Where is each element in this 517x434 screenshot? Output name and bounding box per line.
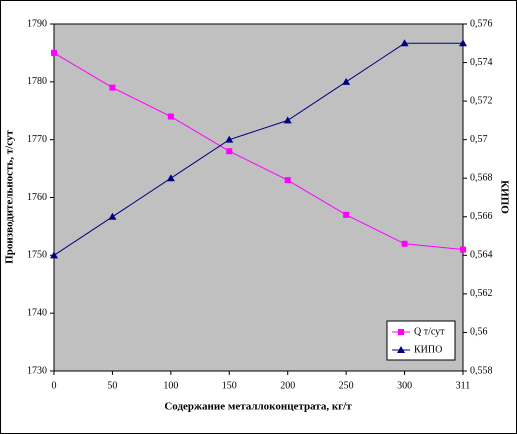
y2-tick-label: 0,576 <box>470 18 493 29</box>
x-tick-label: 100 <box>163 380 178 391</box>
x-tick-label: 0 <box>52 380 57 391</box>
y2-tick-label: 0,564 <box>470 250 493 261</box>
legend-marker <box>397 346 405 353</box>
y2-tick-label: 0,572 <box>470 95 493 106</box>
data-point <box>343 211 350 218</box>
data-point <box>167 113 174 120</box>
data-point <box>50 251 58 259</box>
legend-label: Q т/сут <box>414 326 445 337</box>
data-point <box>284 177 291 184</box>
data-point <box>401 240 408 247</box>
y-tick-label: 1730 <box>27 365 47 376</box>
y-tick-label: 1740 <box>27 307 47 318</box>
data-point <box>400 39 409 47</box>
data-point <box>51 49 57 56</box>
data-point <box>166 174 175 182</box>
x-tick-label: 250 <box>339 380 354 391</box>
y-axis-title: Производительность, т/сут <box>4 130 16 264</box>
y2-tick-label: 0,56 <box>470 327 488 338</box>
series-line <box>53 52 464 251</box>
y2-tick-label: 0,562 <box>470 288 493 299</box>
legend-label: КИПО <box>414 344 442 355</box>
data-point <box>108 212 117 220</box>
y-tick-label: 1770 <box>27 134 47 145</box>
x-tick-label: 200 <box>280 380 295 391</box>
x-tick-label: 311 <box>456 380 471 391</box>
legend-marker <box>398 329 404 335</box>
data-point <box>342 77 351 85</box>
y2-tick-label: 0,574 <box>470 57 493 68</box>
x-tick-label: 300 <box>397 380 412 391</box>
data-point <box>460 246 466 253</box>
x-axis-title: Содержание металлоконцетрата, кг/т <box>164 401 352 413</box>
y2-tick-label: 0,558 <box>470 365 493 376</box>
y-tick-label: 1780 <box>27 76 47 87</box>
data-point <box>283 116 292 124</box>
y-tick-label: 1760 <box>27 192 47 203</box>
y2-tick-label: 0,57 <box>470 134 488 145</box>
series-line <box>53 42 463 256</box>
y2-tick-label: 0,566 <box>470 211 493 222</box>
x-tick-label: 150 <box>222 380 237 391</box>
plot-area <box>53 23 464 372</box>
y2-axis-title: КИПО <box>498 180 510 214</box>
data-point <box>459 39 467 47</box>
y2-tick-label: 0,568 <box>470 173 493 184</box>
legend-box <box>386 320 456 361</box>
x-tick-label: 50 <box>107 380 117 391</box>
data-point <box>109 84 116 91</box>
data-point <box>226 148 233 155</box>
y-tick-label: 1750 <box>27 250 47 261</box>
y-tick-label: 1790 <box>27 18 47 29</box>
data-point <box>225 135 234 143</box>
